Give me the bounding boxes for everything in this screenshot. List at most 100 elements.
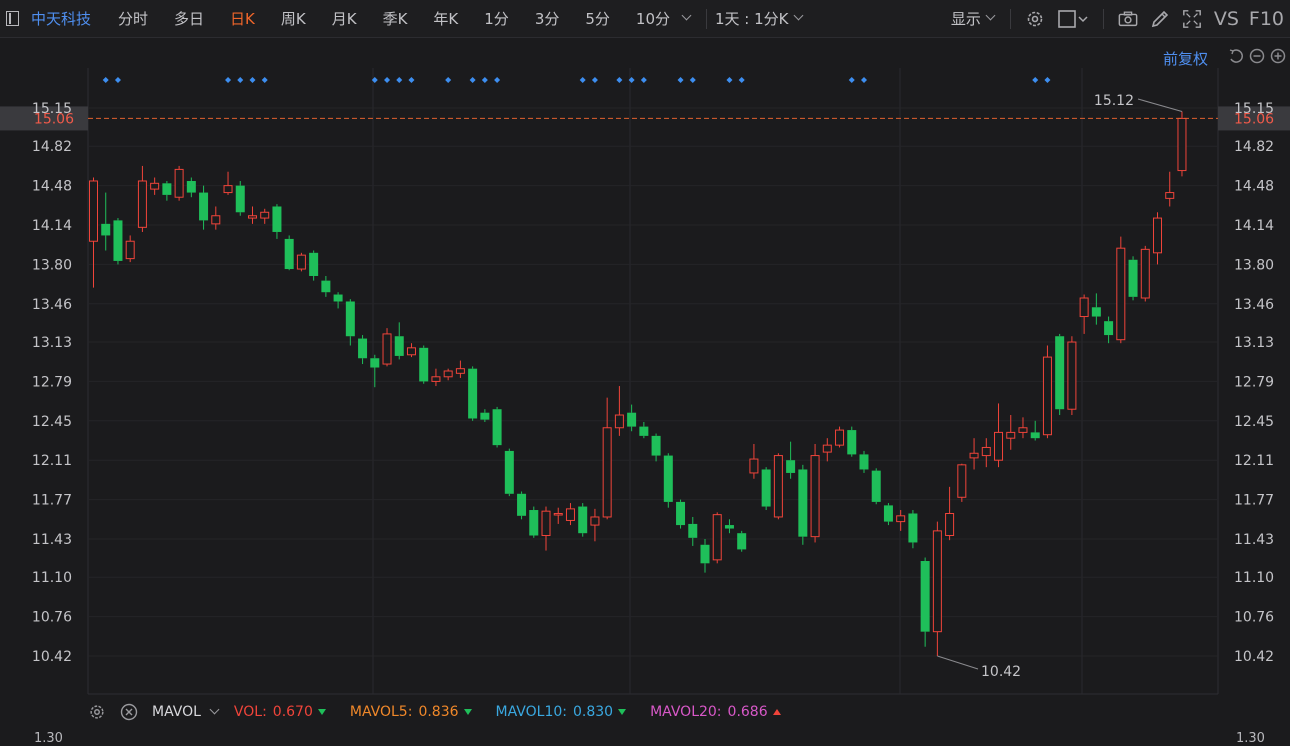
candle-down: [761, 467, 771, 511]
event-marker-icon: [102, 77, 109, 83]
candle-down: [798, 464, 808, 545]
layout-box-icon[interactable]: [1057, 9, 1089, 29]
period-tab[interactable]: 3分: [534, 10, 560, 28]
left-price-label: 12.45: [32, 414, 72, 430]
indicator-name[interactable]: MAVOL: [152, 704, 201, 720]
candle-up: [602, 397, 612, 520]
event-marker-icon: [114, 77, 121, 83]
event-marker-icon: [860, 77, 867, 83]
candle-body: [712, 514, 722, 561]
zoom-in-icon[interactable]: [1270, 48, 1286, 64]
event-marker-icon: [640, 77, 647, 83]
display-menu[interactable]: 显示: [950, 10, 981, 28]
event-marker-icon: [848, 77, 855, 83]
gear-icon[interactable]: [88, 703, 106, 721]
stock-name[interactable]: 中天科技: [31, 10, 92, 28]
candle-down: [186, 177, 196, 198]
candle-body: [590, 516, 600, 526]
candle-down: [651, 433, 661, 462]
candle-up: [1165, 171, 1175, 207]
period-tab[interactable]: 1分: [484, 10, 509, 28]
right-price-label: 12.79: [1234, 374, 1274, 390]
period-tab[interactable]: 月K: [331, 10, 357, 28]
chevron-down-icon[interactable]: [793, 10, 803, 21]
right-price-label: 10.76: [1234, 610, 1274, 626]
candle-up: [150, 177, 160, 195]
candle-body: [773, 455, 783, 518]
candle-body: [541, 510, 551, 537]
chevron-down-icon[interactable]: [209, 704, 220, 714]
close-icon[interactable]: [120, 703, 138, 721]
candle-up: [260, 208, 270, 224]
left-price-label: 13.46: [32, 297, 72, 313]
period-tab[interactable]: 年K: [433, 10, 459, 28]
candlestick-chart[interactable]: 15.06 15.06 15.12 10.42 15.15 15.15 14.82 14.…: [0, 38, 1290, 698]
candle-body: [394, 336, 404, 356]
fullscreen-icon[interactable]: [1182, 9, 1202, 29]
event-marker-icon: [616, 77, 623, 83]
gear-icon[interactable]: [1025, 9, 1045, 29]
candle-body: [1018, 427, 1028, 433]
range-select[interactable]: 1天 : 1分K: [715, 10, 789, 28]
right-price-label: 12.45: [1234, 414, 1274, 430]
candle-body: [309, 252, 319, 276]
candle-body: [932, 530, 942, 633]
candle-up: [565, 503, 575, 526]
vs-button[interactable]: VS: [1213, 7, 1239, 30]
period-tab[interactable]: 5分: [585, 10, 610, 28]
event-marker-icon: [1044, 77, 1051, 83]
period-tab[interactable]: 分时: [118, 10, 149, 28]
candle-body: [174, 168, 184, 198]
candle-body: [724, 525, 734, 529]
event-markers[interactable]: [102, 77, 1051, 83]
candle-body: [235, 185, 245, 213]
f10-button[interactable]: F10: [1248, 7, 1284, 30]
zoom-out-icon[interactable]: [1249, 48, 1265, 64]
left-price-label: 11.43: [32, 532, 72, 548]
event-marker-icon: [494, 77, 501, 83]
candle-up: [541, 506, 551, 551]
chevron-down-icon[interactable]: [681, 10, 692, 21]
candle-up: [994, 403, 1004, 468]
low-price-annotation: 10.42: [981, 664, 1021, 680]
trend-down-icon: [618, 709, 627, 715]
pencil-icon[interactable]: [1150, 9, 1170, 29]
candle-body: [89, 180, 98, 242]
sidebar-toggle-icon[interactable]: [6, 11, 19, 26]
right-price-label: 13.80: [1234, 257, 1274, 273]
candle-down: [883, 503, 893, 526]
undo-icon[interactable]: [1228, 48, 1244, 64]
candle-body: [406, 347, 416, 356]
candle-up: [1116, 236, 1126, 344]
candle-up: [296, 252, 306, 272]
event-marker-icon: [249, 77, 256, 83]
candle-down: [358, 335, 368, 365]
candle-up: [223, 171, 233, 195]
candle-up: [553, 507, 563, 524]
candle-body: [786, 460, 796, 473]
candle-body: [761, 469, 771, 507]
candle-down: [688, 516, 698, 546]
candle-body: [480, 412, 490, 420]
candle-body: [835, 429, 845, 446]
candle-body: [1177, 117, 1187, 172]
price-adjust-toggle[interactable]: 前复权: [1162, 50, 1208, 68]
candle-up: [443, 368, 453, 381]
period-tab[interactable]: 周K: [280, 10, 306, 28]
candle-up: [957, 463, 967, 502]
period-tab[interactable]: 季K: [382, 10, 408, 28]
candle-body: [945, 512, 955, 537]
period-tab[interactable]: 10分: [635, 10, 670, 28]
candle-body: [859, 454, 869, 470]
period-tab[interactable]: 多日: [174, 10, 205, 28]
candle-down: [1030, 420, 1040, 441]
camera-icon[interactable]: [1118, 9, 1138, 29]
event-marker-icon: [408, 77, 415, 83]
period-tab[interactable]: 日K: [230, 10, 255, 28]
candle-down: [504, 448, 514, 497]
candle-body: [137, 180, 147, 228]
candle-body: [113, 220, 123, 261]
chevron-down-icon[interactable]: [985, 10, 996, 21]
indicator-item: MAVOL20: 0.686: [650, 704, 781, 720]
candle-body: [847, 430, 857, 455]
